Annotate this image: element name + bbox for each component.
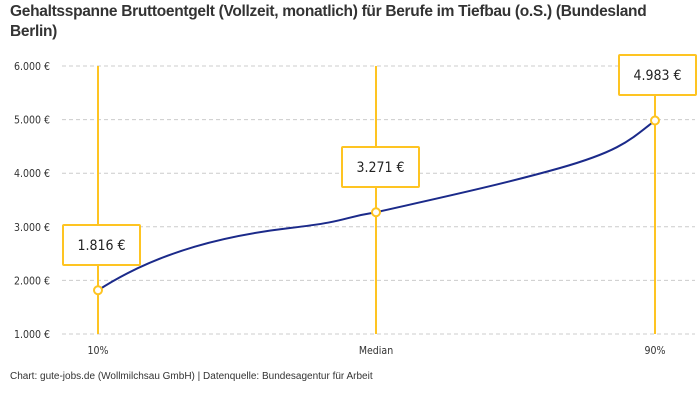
data-label-box <box>62 224 141 266</box>
data-point <box>650 115 660 126</box>
y-tick-label: 5.000 € <box>14 115 50 127</box>
x-tick-label: 90% <box>645 345 666 357</box>
y-tick-label: 2.000 € <box>14 275 50 287</box>
data-label: 4.983 € <box>633 68 681 84</box>
chart-credit: Chart: gute-jobs.de (Wollmilchsau GmbH) … <box>10 371 373 382</box>
y-tick-label: 1.000 € <box>14 329 50 341</box>
y-tick-label: 3.000 € <box>14 222 50 234</box>
data-point <box>371 207 381 218</box>
data-label-box <box>341 146 420 188</box>
data-label-box <box>618 54 697 96</box>
y-tick-label: 4.000 € <box>14 168 50 180</box>
data-label: 1.816 € <box>77 238 125 254</box>
x-tick-label: 10% <box>88 345 109 357</box>
y-tick-label: 6.000 € <box>14 61 50 73</box>
data-label: 3.271 € <box>356 160 404 176</box>
data-point <box>93 285 103 296</box>
x-tick-label: Median <box>359 345 393 357</box>
chart-title: Gehaltsspanne Bruttoentgelt (Vollzeit, m… <box>10 3 647 40</box>
